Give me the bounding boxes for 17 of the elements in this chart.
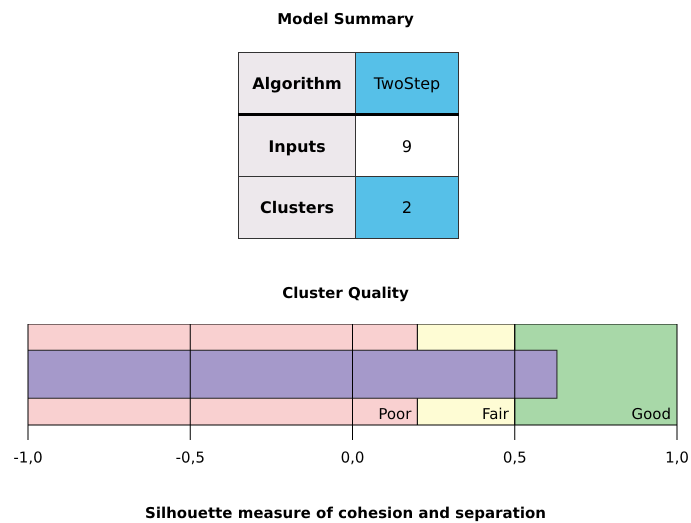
band-label: Fair [482,405,510,423]
x-tick-label: 0,5 [502,448,527,467]
x-tick-label: -1,0 [13,448,43,467]
band-label: Good [632,405,671,423]
text: 9 [356,114,458,176]
text: Algorithm [238,52,356,114]
x-tick-label: 0,0 [340,448,364,467]
band-label: Poor [378,405,412,423]
text: Clusters [238,176,356,238]
text: Model Summary [276,10,415,28]
text: Inputs [238,114,356,176]
x-tick-label: 1,0 [665,448,689,467]
chart-title: Cluster Quality [281,284,410,302]
text: TwoStep [356,52,458,114]
x-axis-title: Silhouette measure of cohesion and separation [144,504,547,522]
text: 2 [356,176,458,238]
x-tick-label: -0,5 [176,448,205,467]
